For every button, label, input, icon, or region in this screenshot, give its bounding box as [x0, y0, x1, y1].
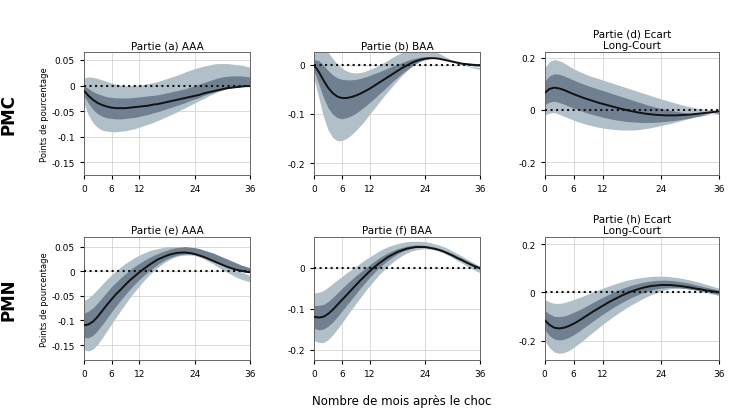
Title: Partie (f) BAA: Partie (f) BAA	[362, 225, 432, 235]
Y-axis label: Points de pourcentage: Points de pourcentage	[39, 251, 49, 346]
Title: Partie (e) AAA: Partie (e) AAA	[131, 225, 204, 235]
Title: Partie (a) AAA: Partie (a) AAA	[131, 41, 204, 51]
Text: Nombre de mois après le choc: Nombre de mois après le choc	[312, 394, 491, 407]
Text: PMC: PMC	[0, 94, 18, 135]
Text: PMN: PMN	[0, 277, 18, 320]
Title: Partie (b) BAA: Partie (b) BAA	[361, 41, 434, 51]
Y-axis label: Points de pourcentage: Points de pourcentage	[39, 67, 49, 162]
Title: Partie (h) Ecart
Long-Court: Partie (h) Ecart Long-Court	[593, 213, 671, 235]
Title: Partie (d) Ecart
Long-Court: Partie (d) Ecart Long-Court	[593, 29, 671, 51]
